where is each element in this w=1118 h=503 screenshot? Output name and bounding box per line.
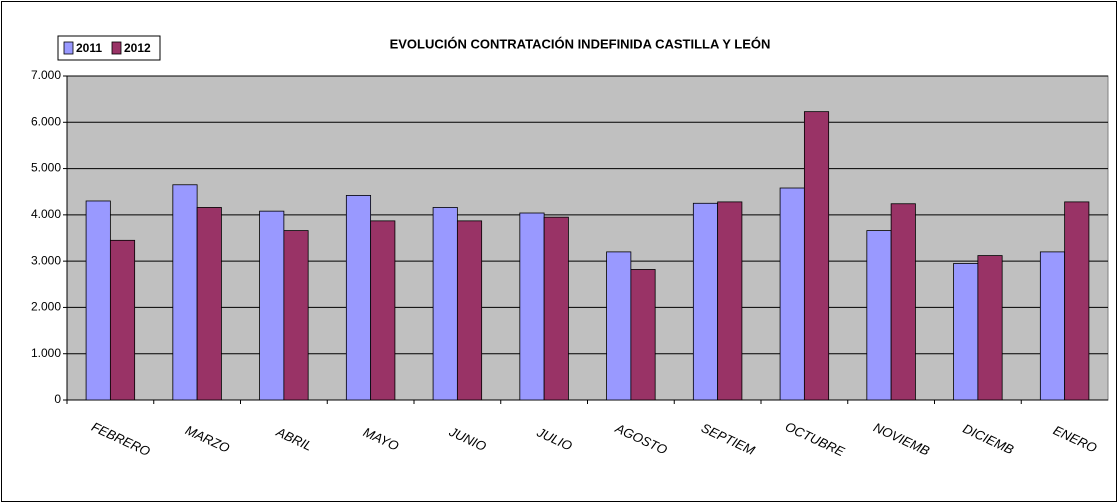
chart-title: EVOLUCIÓN CONTRATACIÓN INDEFINIDA CASTIL… bbox=[390, 36, 771, 51]
bar bbox=[370, 220, 396, 401]
bar bbox=[1064, 201, 1090, 401]
legend-box bbox=[57, 35, 161, 61]
bar bbox=[779, 187, 805, 401]
y-tick-label: 4.000 bbox=[31, 207, 61, 221]
bar bbox=[259, 210, 285, 401]
legend-swatch bbox=[63, 41, 74, 55]
bar bbox=[172, 184, 198, 401]
bar bbox=[866, 230, 892, 401]
y-tick-label: 7.000 bbox=[31, 68, 61, 82]
legend: 2011 2012 bbox=[57, 35, 161, 61]
bar bbox=[890, 203, 916, 401]
bar bbox=[345, 195, 372, 401]
bar bbox=[109, 239, 136, 401]
y-tick-label: 3.000 bbox=[31, 253, 61, 267]
y-tick-label: 5.000 bbox=[31, 161, 61, 175]
bar bbox=[196, 207, 222, 401]
y-tick-label: 1.000 bbox=[31, 346, 61, 360]
y-tick-label: 0 bbox=[54, 392, 61, 406]
legend-label: 2011 bbox=[76, 41, 102, 55]
plot-area bbox=[66, 75, 1109, 401]
bar bbox=[432, 207, 458, 401]
y-tick-label: 2.000 bbox=[31, 300, 61, 314]
bar bbox=[803, 111, 830, 401]
bar bbox=[606, 251, 632, 401]
bar bbox=[283, 230, 309, 401]
bar bbox=[953, 263, 979, 401]
bar bbox=[456, 220, 483, 401]
bar bbox=[717, 201, 743, 401]
bar bbox=[85, 200, 111, 401]
bar bbox=[977, 255, 1003, 401]
bar bbox=[543, 216, 569, 401]
bar bbox=[519, 212, 545, 401]
bar bbox=[630, 269, 656, 401]
legend-label: 2012 bbox=[124, 41, 151, 55]
bar bbox=[1039, 251, 1066, 401]
y-tick-label: 6.000 bbox=[31, 114, 61, 128]
bar bbox=[692, 202, 719, 401]
legend-swatch bbox=[111, 41, 122, 55]
